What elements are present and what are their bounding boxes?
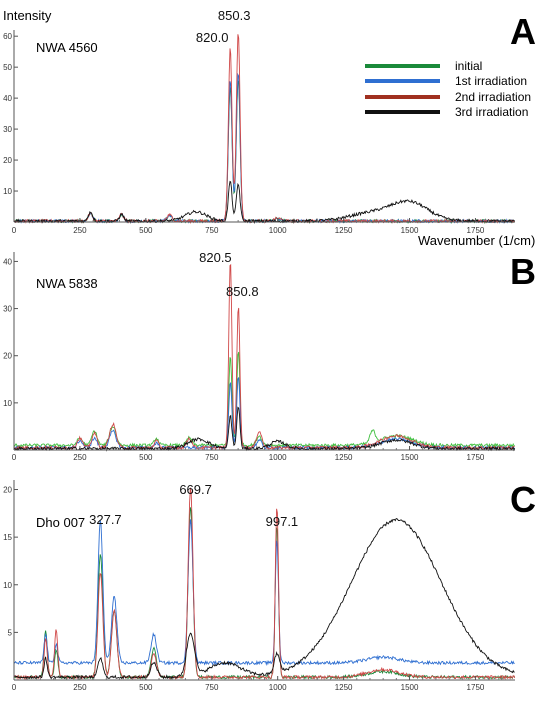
intensity-axis-label: Intensity <box>3 8 52 23</box>
panel-c: 0 250 500 750 1000 1250 1500 1750 5 10 15 20 327.7 66… <box>3 479 536 692</box>
y-tick-label: 5 <box>8 628 13 637</box>
panel-c-series-initial <box>13 507 515 680</box>
legend-label-initial: initial <box>455 59 482 73</box>
peak-label: 997.1 <box>266 514 299 529</box>
panel-c-sample-label: Dho 007 <box>36 515 85 530</box>
panel-b-series-initial <box>13 351 515 449</box>
panel-a-axes: 0 250 500 750 1000 1250 1500 1750 10 20 30 40 50 60 82… <box>3 8 515 235</box>
panel-b-series-third <box>13 406 516 452</box>
x-tick-label: 750 <box>205 683 219 692</box>
panel-c-series-third <box>13 518 515 681</box>
x-tick-label: 0 <box>12 226 17 235</box>
panel-a-sample-label: NWA 4560 <box>36 40 98 55</box>
legend-label-3rd: 3rd irradiation <box>455 105 528 119</box>
y-tick-label: 40 <box>3 94 12 103</box>
panel-b-axes: 0 250 500 750 1000 1250 1500 1750 10 20 30 40 820.5 8… <box>3 250 515 462</box>
x-tick-label: 250 <box>73 683 87 692</box>
y-tick-label: 10 <box>3 187 12 196</box>
x-tick-label: 1000 <box>269 453 287 462</box>
y-tick-label: 10 <box>3 399 12 408</box>
peak-label: 327.7 <box>89 512 122 527</box>
x-tick-label: 1250 <box>335 453 353 462</box>
x-tick-label: 500 <box>139 453 153 462</box>
x-tick-label: 1000 <box>269 683 287 692</box>
legend-label-2nd: 2nd irradiation <box>455 90 531 104</box>
panel-a-series-second <box>13 34 515 224</box>
panel-b-letter: B <box>510 251 536 292</box>
y-tick-label: 20 <box>3 352 12 361</box>
x-tick-label: 750 <box>205 226 219 235</box>
x-tick-label: 1000 <box>269 226 287 235</box>
x-tick-label: 1750 <box>467 453 485 462</box>
panel-b-sample-label: NWA 5838 <box>36 276 98 291</box>
legend: initial 1st irradiation 2nd irradiation … <box>365 59 531 119</box>
y-tick-label: 10 <box>3 581 12 590</box>
y-tick-label: 30 <box>3 305 12 314</box>
panel-c-axes: 0 250 500 750 1000 1250 1500 1750 5 10 15 20 327.7 66… <box>3 480 515 692</box>
wavenumber-axis-label: Wavenumber (1/cm) <box>418 233 535 248</box>
peak-label: 850.3 <box>218 8 251 23</box>
y-tick-label: 60 <box>3 32 12 41</box>
x-tick-label: 1500 <box>401 453 419 462</box>
x-tick-label: 1750 <box>467 226 485 235</box>
panel-c-series-first <box>13 519 515 667</box>
x-tick-label: 750 <box>205 453 219 462</box>
x-tick-label: 0 <box>12 453 17 462</box>
x-tick-label: 1500 <box>401 683 419 692</box>
x-tick-label: 250 <box>73 453 87 462</box>
y-tick-label: 20 <box>3 486 12 495</box>
panel-b-series-first <box>13 377 515 451</box>
x-tick-label: 1500 <box>401 226 419 235</box>
panel-a-series-initial <box>13 80 516 225</box>
x-tick-label: 0 <box>12 683 17 692</box>
peak-label: 820.0 <box>196 30 229 45</box>
panel-a-series <box>13 34 516 225</box>
y-tick-label: 50 <box>3 63 12 72</box>
y-tick-label: 30 <box>3 125 12 134</box>
peak-label: 669.7 <box>179 482 212 497</box>
panel-b: 0 250 500 750 1000 1250 1500 1750 10 20 30 40 820.5 8… <box>3 250 536 462</box>
panel-b-series <box>13 263 516 452</box>
y-tick-label: 15 <box>3 533 12 542</box>
panel-a-letter: A <box>510 11 536 52</box>
peak-label: 850.8 <box>226 284 259 299</box>
x-tick-label: 1250 <box>335 226 353 235</box>
y-tick-label: 20 <box>3 156 12 165</box>
x-tick-label: 500 <box>139 683 153 692</box>
legend-label-1st: 1st irradiation <box>455 74 527 88</box>
panel-b-series-second <box>13 263 515 451</box>
panel-a: 0 250 500 750 1000 1250 1500 1750 10 20 30 40 50 60 82… <box>3 8 536 248</box>
x-tick-label: 1250 <box>335 683 353 692</box>
x-tick-label: 250 <box>73 226 87 235</box>
panel-c-letter: C <box>510 479 536 520</box>
panel-c-series <box>13 487 516 681</box>
y-tick-label: 40 <box>3 257 12 266</box>
x-tick-label: 1750 <box>467 683 485 692</box>
panel-c-series-second <box>13 487 516 681</box>
x-tick-label: 500 <box>139 226 153 235</box>
peak-label: 820.5 <box>199 250 232 265</box>
